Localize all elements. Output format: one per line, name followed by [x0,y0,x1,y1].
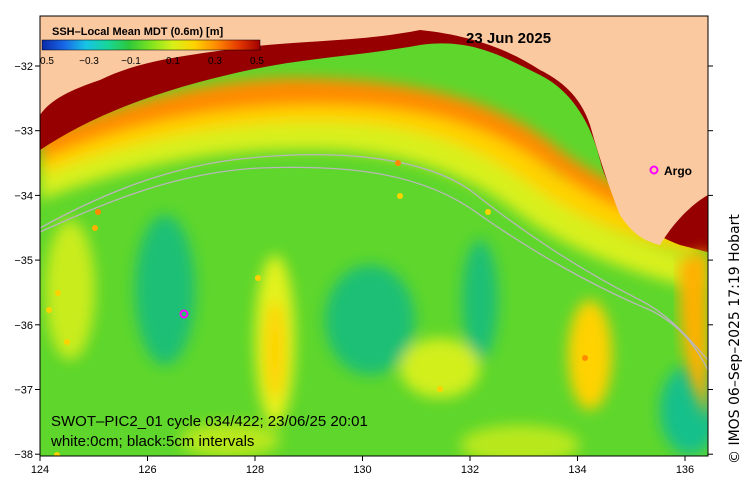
x-tick-label: 128 [246,464,264,476]
cycle-info: SWOT–PIC2_01 cycle 034/422; 23/06/25 20:… [51,413,368,430]
contour-info: white:0cm; black:5cm intervals [50,433,254,450]
y-axis: −32 −33 −34 −35 −36 −37 −38 [14,61,713,461]
credit-text: © IMOS 06–Sep–2025 17:19 Hobart [727,214,743,464]
colorbar: SSH–Local Mean MDT (0.6m) [m] 0.5 −0.3 −0.… [40,26,264,67]
colorbar-title: SSH–Local Mean MDT (0.6m) [m] [52,26,223,38]
x-tick-label: 132 [461,464,479,476]
observation-points [46,160,588,456]
x-tick-label: 136 [676,464,694,476]
shelf-band [40,16,708,252]
y-tick-label: −34 [14,190,33,202]
y-tick-label: −35 [14,255,33,267]
colorbar-tick-label: 0.5 [250,56,264,67]
y-tick-label: −38 [14,449,33,461]
colorbar-tick-label: 0.3 [208,56,222,67]
x-tick-label: 134 [568,464,586,476]
colorbar-tick-label: 0.5 [40,56,54,67]
y-tick-label: −36 [14,320,33,332]
map-area [40,16,708,456]
y-tick-label: −33 [14,126,33,138]
y-tick-label: −37 [14,385,33,397]
argo-legend-label: Argo [664,164,692,178]
satellite-tracks [40,154,708,371]
colorbar-scale [41,39,261,51]
colorbar-tick-label: −0.1 [121,56,141,67]
x-axis: 124 126 128 130 132 134 136 [31,456,694,476]
x-tick-label: 126 [138,464,156,476]
argo-float-marker [179,309,189,319]
colorbar-tick-label: 0.1 [166,56,180,67]
colorbar-tick-label: −0.3 [79,56,99,67]
date-label: 23 Jun 2025 [466,30,551,47]
anomaly-field [45,215,708,456]
x-tick-label: 124 [31,464,49,476]
map-frame [39,15,709,457]
x-tick-label: 130 [353,464,371,476]
y-tick-label: −32 [14,61,33,73]
land [40,16,708,245]
argo-legend-icon [649,165,659,175]
